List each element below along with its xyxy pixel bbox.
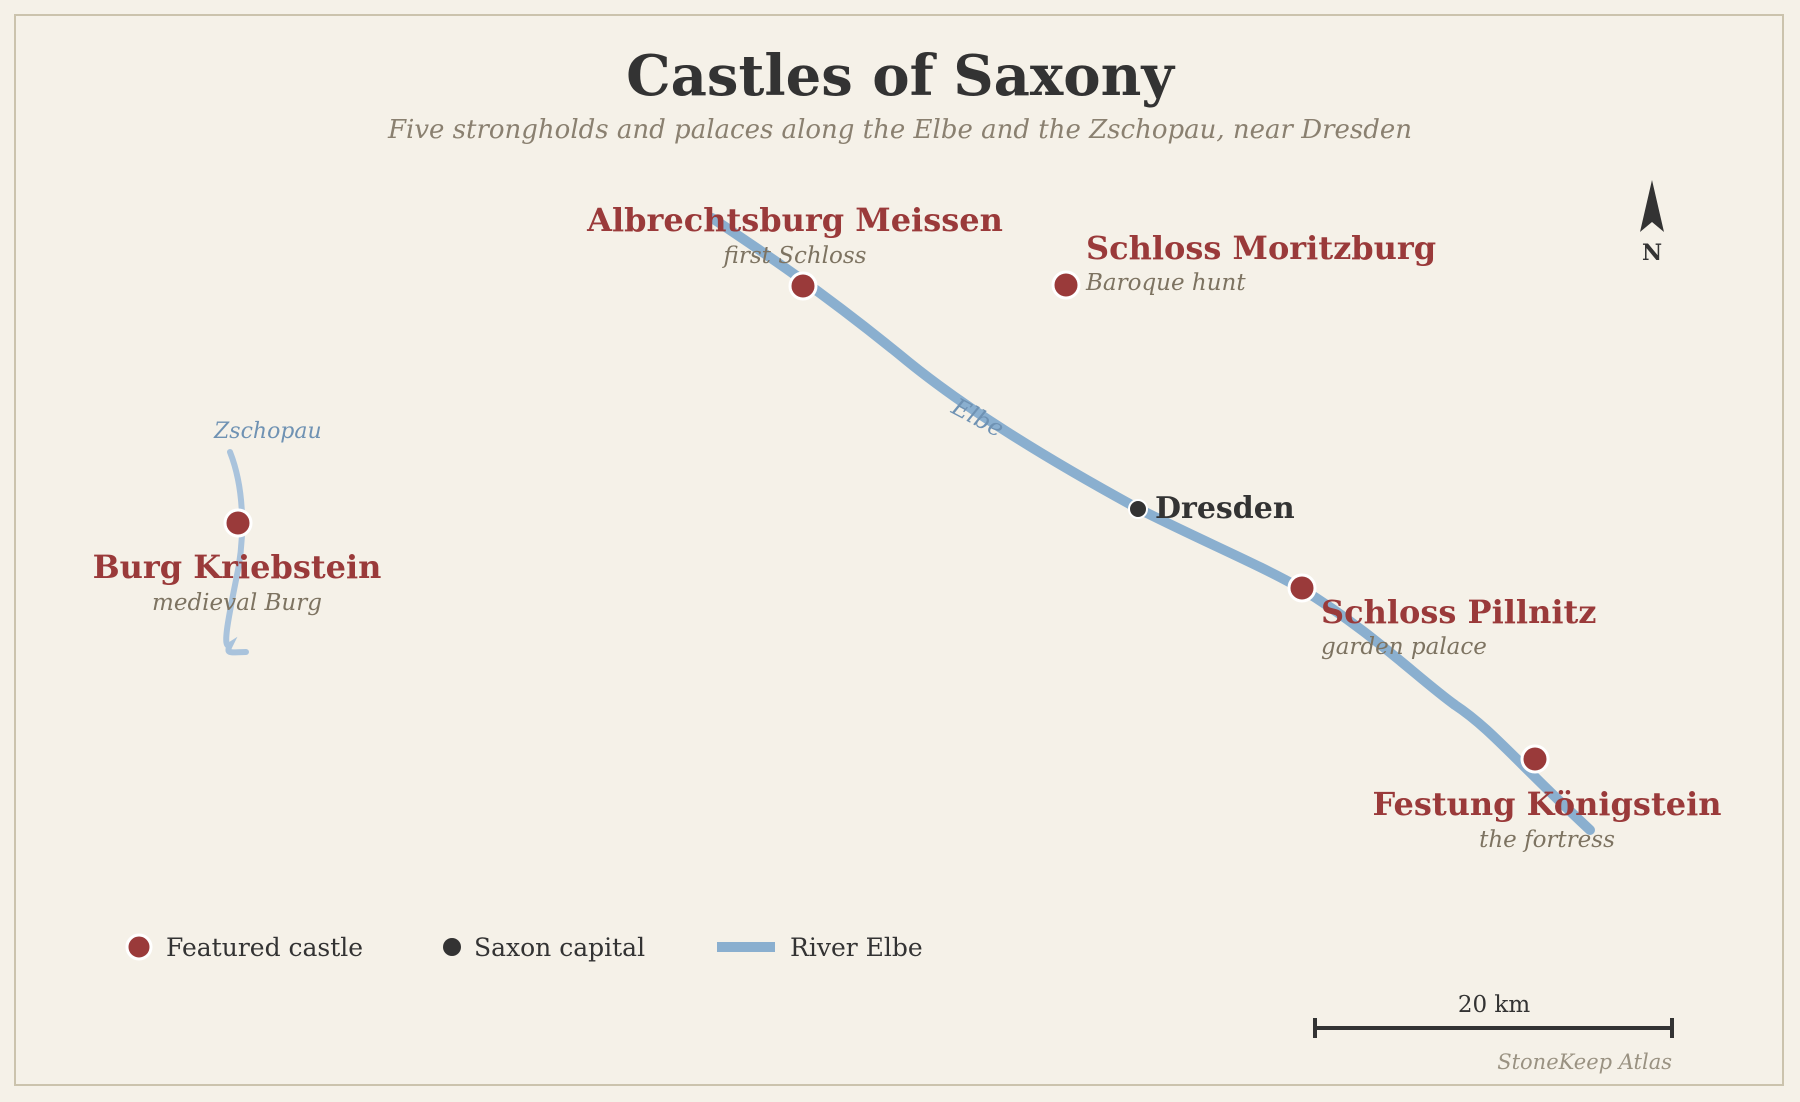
legend-river-label: River Elbe (790, 933, 923, 962)
castle-name-kriebstein: Burg Kriebstein (93, 548, 382, 586)
castle-marker-meissen[interactable] (788, 271, 818, 301)
elbe-label: Elbe (946, 392, 1008, 443)
elbe-river (707, 213, 1595, 835)
zschopau-river (223, 449, 249, 656)
castle-marker-kriebstein[interactable] (223, 508, 253, 538)
capital-name-dresden: Dresden (1155, 491, 1295, 526)
castle-note-pillnitz: garden palace (1321, 634, 1487, 660)
map-subtitle: Five strongholds and palaces along the E… (387, 115, 1412, 145)
castle-name-pillnitz: Schloss Pillnitz (1321, 593, 1596, 631)
scale-label: 20 km (1458, 992, 1531, 1018)
castle-marker-koenigstein[interactable] (1520, 744, 1550, 774)
legend-castle-swatch (125, 933, 153, 961)
castle-note-meissen: first Schloss (722, 243, 867, 269)
map-credit: StoneKeep Atlas (1497, 1050, 1672, 1074)
castle-marker-pillnitz[interactable] (1287, 573, 1317, 603)
north-arrow-icon (1640, 180, 1664, 232)
map-frame (14, 14, 1784, 1086)
castle-note-moritzburg: Baroque hunt (1085, 270, 1246, 296)
castle-marker-moritzburg[interactable] (1051, 270, 1081, 300)
map-title: Castles of Saxony (626, 43, 1175, 109)
castle-name-koenigstein: Festung Königstein (1373, 785, 1722, 823)
legend-capital-label: Saxon capital (474, 933, 645, 962)
scale-bar (1313, 1018, 1674, 1038)
castle-name-moritzburg: Schloss Moritzburg (1086, 229, 1436, 267)
castle-note-kriebstein: medieval Burg (152, 590, 322, 616)
zschopau-label: Zschopau (213, 419, 322, 444)
castle-name-meissen: Albrechtsburg Meissen (586, 201, 1003, 239)
capital-marker-dresden[interactable] (1128, 499, 1148, 519)
castle-note-koenigstein: the fortress (1479, 827, 1615, 853)
legend-castle-label: Featured castle (166, 933, 363, 962)
legend: Featured castle Saxon capital River Elbe (125, 933, 923, 962)
compass-label: N (1642, 240, 1662, 266)
legend-capital-swatch (443, 938, 461, 956)
